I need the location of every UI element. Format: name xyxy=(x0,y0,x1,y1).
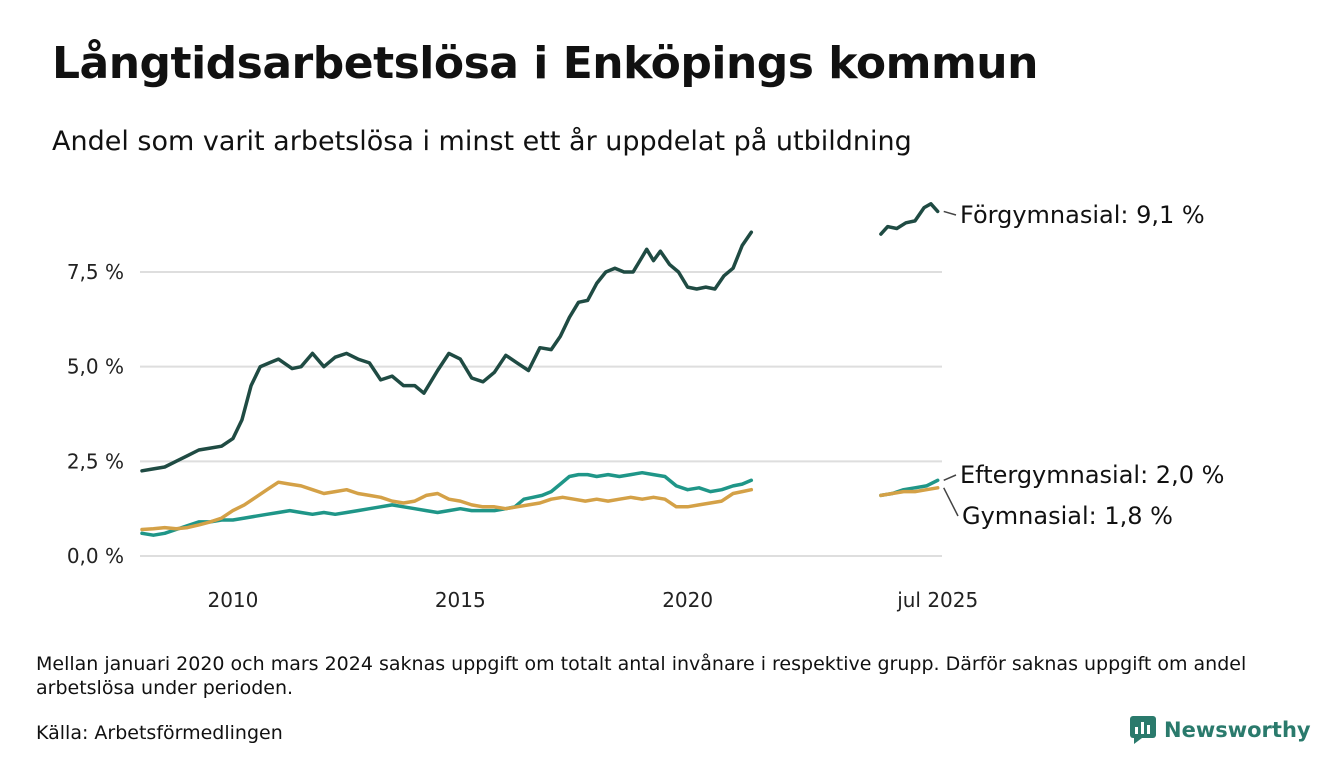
newsworthy-logo-icon xyxy=(1130,716,1156,744)
chart-subtitle: Andel som varit arbetslösa i minst ett å… xyxy=(52,126,912,157)
label-connector xyxy=(943,474,957,481)
series-end-label: Eftergymnasial: 2,0 % xyxy=(960,461,1224,489)
label-connector xyxy=(943,487,959,517)
series-end-label: Gymnasial: 1,8 % xyxy=(962,502,1173,530)
y-tick-label: 5,0 % xyxy=(67,355,124,379)
series-line-gymnasial xyxy=(879,486,940,498)
series-end-label: Förgymnasial: 9,1 % xyxy=(960,201,1205,229)
gridlines xyxy=(140,271,942,557)
chart-title: Långtidsarbetslösa i Enköpings kommun xyxy=(52,38,1038,89)
y-tick-label: 7,5 % xyxy=(67,260,124,284)
x-axis-ticks: 2010 2015 2020 jul 2025 xyxy=(207,588,978,612)
y-axis-ticks: 0,0 % 2,5 % 5,0 % 7,5 % xyxy=(67,260,124,568)
series-line-förgymnasial xyxy=(140,230,754,473)
series-line-gymnasial xyxy=(140,480,754,532)
series-line-eftergymnasial xyxy=(140,470,754,537)
label-connector xyxy=(943,210,957,216)
series-lines xyxy=(140,202,940,537)
brand-logo: Newsworthy xyxy=(1130,716,1311,744)
y-tick-label: 2,5 % xyxy=(67,449,124,473)
footnote: Mellan januari 2020 och mars 2024 saknas… xyxy=(36,653,1247,699)
series-labels: Förgymnasial: 9,1 % Eftergymnasial: 2,0 %… xyxy=(943,201,1224,530)
x-tick-label: 2010 xyxy=(207,588,258,612)
x-tick-label: 2015 xyxy=(435,588,486,612)
x-tick-label: jul 2025 xyxy=(896,588,978,612)
series-line-förgymnasial xyxy=(879,202,940,236)
x-tick-label: 2020 xyxy=(662,588,713,612)
y-tick-label: 0,0 % xyxy=(67,544,124,568)
source-note: Källa: Arbetsförmedlingen xyxy=(36,722,283,744)
brand-name: Newsworthy xyxy=(1164,718,1311,742)
line-chart: 0,0 % 2,5 % 5,0 % 7,5 % 2010 2015 2020 jul 202… xyxy=(67,201,1225,612)
